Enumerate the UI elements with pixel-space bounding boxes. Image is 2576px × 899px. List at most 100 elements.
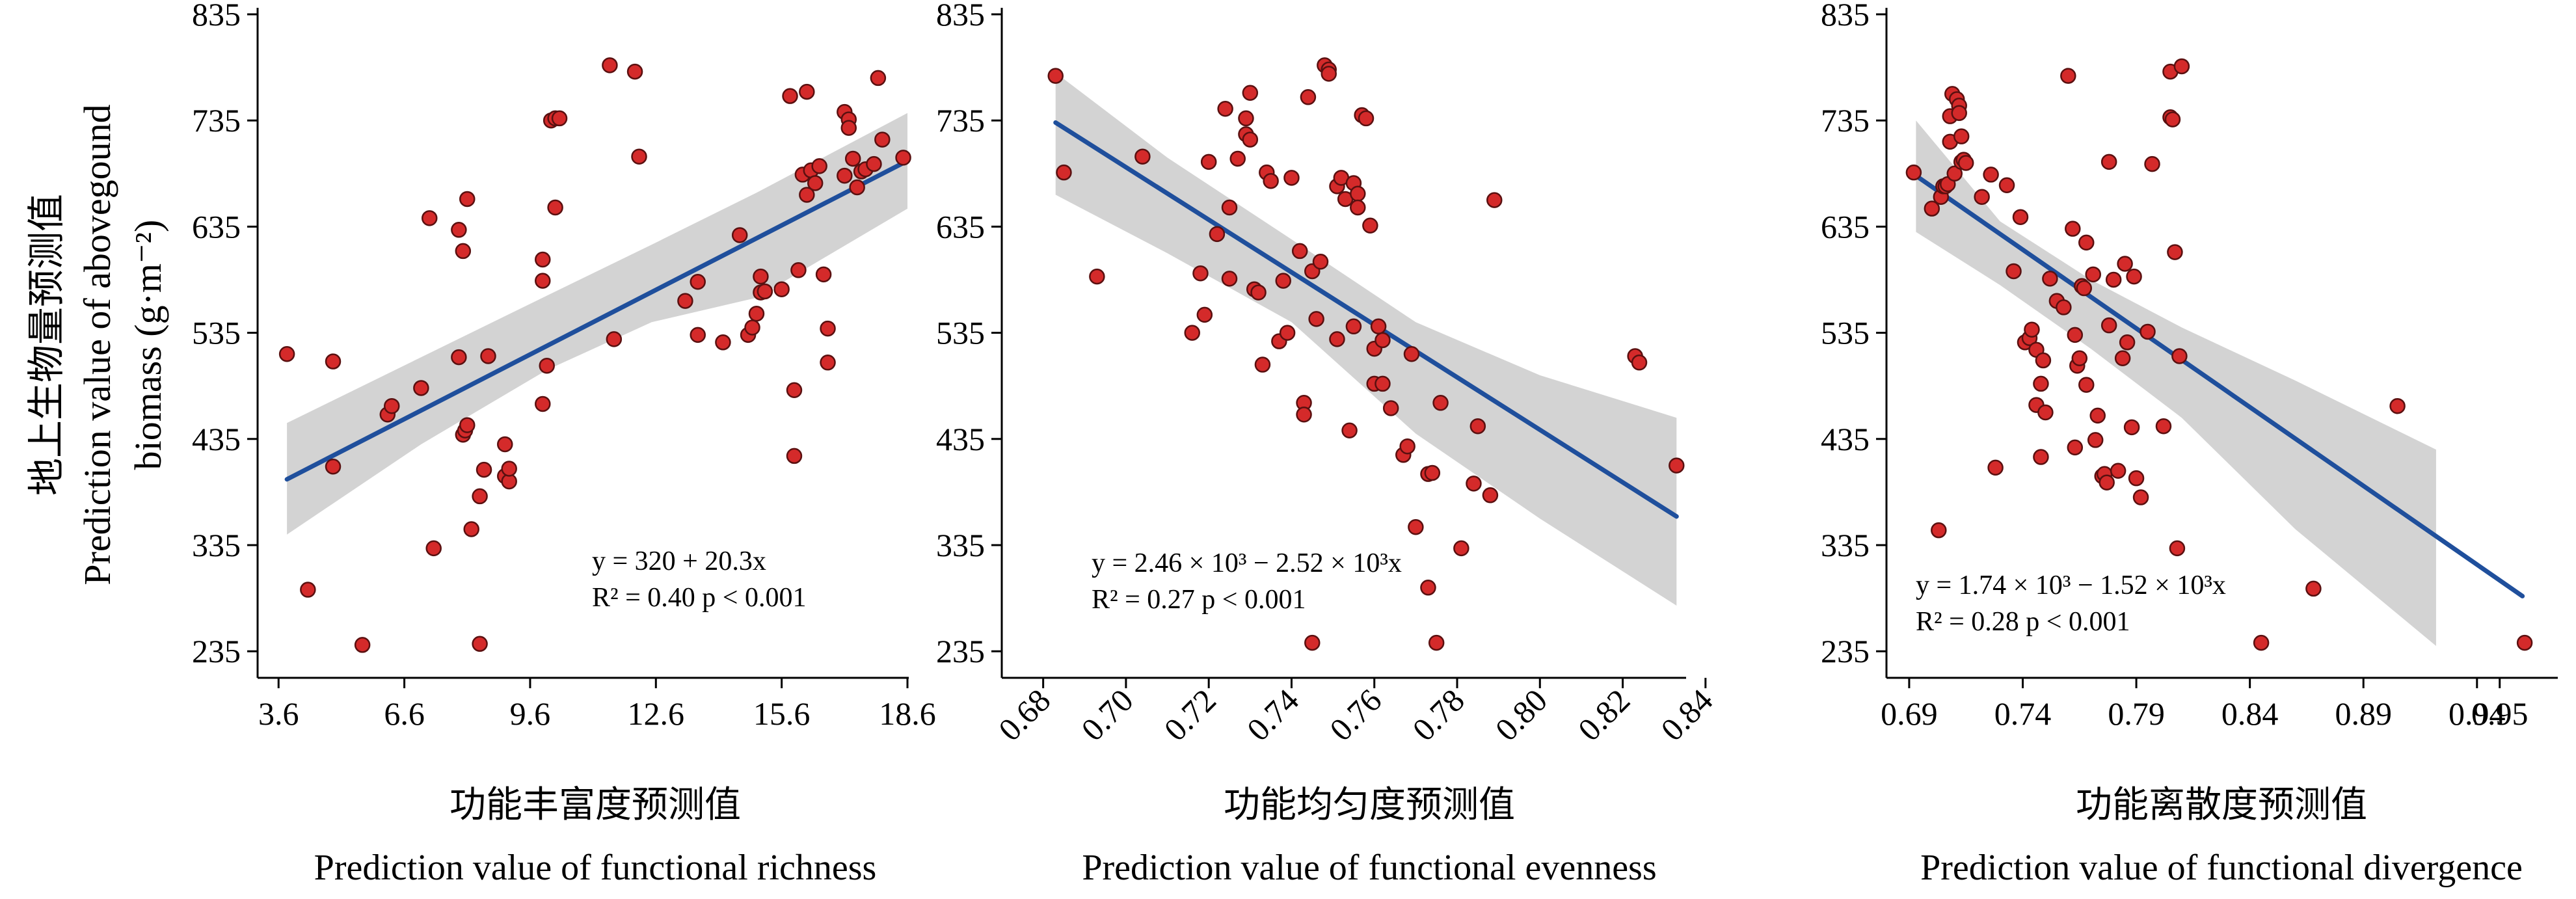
- regression-line: [1913, 173, 2525, 598]
- data-point: [2006, 263, 2022, 280]
- x-tick-label: 0.82: [1571, 682, 1637, 747]
- x-tick-label: 15.6: [753, 695, 811, 732]
- data-point: [786, 382, 803, 398]
- data-point: [820, 320, 836, 337]
- y-tick-label: 335: [1821, 527, 1870, 563]
- y-tick-label: 435: [936, 421, 985, 457]
- data-point: [1375, 375, 1391, 392]
- data-point: [2037, 404, 2054, 421]
- x-tick-label: 0.95: [2471, 695, 2529, 732]
- panel-2-equation-line1: y = 2.46 × 10³ − 2.52 × 10³x: [1092, 548, 1402, 578]
- regression-line: [1053, 120, 1679, 519]
- x-tick-label: 0.69: [1881, 695, 1938, 732]
- data-point: [1987, 459, 2004, 476]
- x-tick-label: 0.70: [1074, 682, 1140, 747]
- data-point: [459, 417, 476, 433]
- data-point: [1482, 487, 1499, 503]
- data-point: [1946, 165, 1963, 182]
- data-point: [2110, 463, 2127, 479]
- data-point: [1250, 284, 1267, 301]
- data-point: [602, 57, 618, 74]
- data-point: [2085, 266, 2101, 283]
- panel-2-x-label-en: Prediction value of functional evenness: [1082, 848, 1657, 888]
- y-tick-label: 635: [192, 208, 241, 245]
- data-point: [690, 327, 706, 343]
- data-point: [2033, 375, 2049, 392]
- panel-3-equation-line1: y = 1.74 × 10³ − 1.52 × 10³x: [1916, 570, 2226, 600]
- data-point: [799, 187, 815, 203]
- data-point: [837, 167, 853, 184]
- x-tick-label: 3.6: [258, 695, 299, 732]
- data-point: [2155, 418, 2172, 435]
- data-point: [300, 582, 316, 598]
- data-point: [535, 396, 551, 412]
- y-axis-label: 地上生物量预测值 Prediction value of abovegound …: [21, 104, 174, 585]
- x-tick-label: 0.89: [2335, 695, 2392, 732]
- data-point: [773, 281, 790, 297]
- data-point: [1983, 167, 1999, 183]
- y-axis-label-wrap: 地上生物量预测值 Prediction value of abovegound …: [0, 0, 169, 888]
- data-point: [844, 150, 861, 167]
- data-point: [753, 268, 769, 285]
- y-tick-label: 835: [192, 0, 241, 33]
- data-point: [497, 436, 513, 453]
- data-point: [2132, 489, 2149, 505]
- data-point: [2035, 352, 2052, 369]
- data-point: [551, 110, 568, 127]
- data-point: [2140, 323, 2156, 340]
- data-point: [1238, 110, 1254, 127]
- data-point: [1931, 522, 1947, 539]
- panel-1: 235 335 435 535 635 735 835 3.6 6.6 9.6 12.6 15.6 18…: [192, 0, 936, 732]
- x-tick-label: 0.84: [1654, 682, 1719, 747]
- y-tick-label: 235: [192, 633, 241, 669]
- data-point: [1432, 395, 1449, 411]
- x-tick-label: 0.79: [2108, 695, 2165, 732]
- data-point: [451, 222, 467, 238]
- x-tick-label: 12.6: [628, 695, 685, 732]
- panel-2-x-axis-label: 功能均匀度预测值 Prediction value of functional …: [1082, 774, 1656, 899]
- data-point: [2123, 419, 2140, 436]
- data-point: [1296, 407, 1312, 423]
- data-point: [2105, 271, 2122, 288]
- data-point: [2087, 432, 2104, 448]
- y-tick-label: 335: [192, 527, 241, 563]
- data-point: [840, 120, 857, 136]
- data-point: [1358, 110, 1375, 127]
- data-point: [455, 243, 472, 260]
- data-point: [1056, 164, 1072, 181]
- data-point: [2078, 377, 2095, 393]
- data-point: [1221, 199, 1238, 216]
- data-point: [472, 636, 488, 652]
- data-point: [786, 448, 803, 464]
- data-point: [1312, 254, 1329, 270]
- data-point: [547, 199, 563, 216]
- data-point: [476, 461, 492, 478]
- data-point: [2067, 439, 2084, 456]
- data-point: [1209, 226, 1226, 243]
- data-point: [631, 148, 647, 165]
- data-point: [1242, 131, 1259, 148]
- x-tick-label: 9.6: [510, 695, 551, 732]
- data-point: [1254, 356, 1271, 373]
- data-point: [1321, 66, 1337, 82]
- data-point: [535, 251, 551, 268]
- data-point: [413, 380, 429, 396]
- data-point: [451, 349, 467, 366]
- panel-1-x-label-cn: 功能丰富度预测值: [449, 785, 741, 825]
- data-point: [501, 461, 517, 477]
- data-point: [1428, 634, 1445, 651]
- data-point: [790, 262, 807, 278]
- data-point: [2171, 348, 2188, 364]
- data-point: [1905, 164, 1922, 181]
- data-point: [1382, 400, 1399, 416]
- data-point: [744, 319, 760, 336]
- data-point: [1403, 345, 1420, 362]
- data-point: [2056, 299, 2072, 315]
- data-point: [1998, 177, 2015, 194]
- data-point: [1375, 332, 1391, 349]
- data-point: [1350, 199, 1366, 216]
- data-point: [325, 353, 342, 369]
- panel-3-x-label-cn: 功能离散度预测值: [2076, 785, 2367, 825]
- y-axis-label-cn: 地上生物量预测值: [25, 194, 68, 496]
- data-point: [2128, 470, 2145, 487]
